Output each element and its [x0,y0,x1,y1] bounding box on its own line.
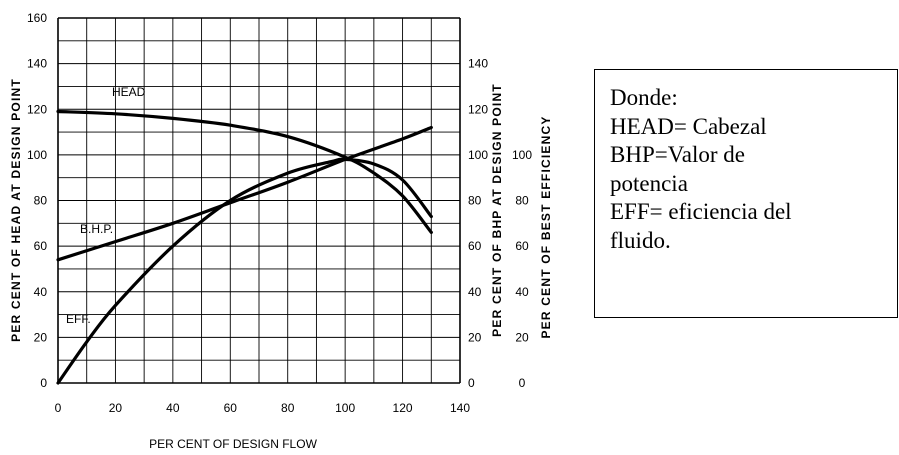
x-tick-label: 60 [224,401,238,415]
y-tick-label-right-bhp: 140 [468,57,488,71]
y-tick-label-right-bhp: 40 [468,285,482,299]
x-tick-label: 0 [55,401,62,415]
y-tick-label-left: 20 [34,330,48,344]
y-tick-label-right-bhp: 120 [468,102,488,116]
x-tick-label: 100 [335,401,355,415]
y-tick-label-left: 80 [34,194,48,208]
y-tick-label-left: 160 [27,11,47,25]
x-tick-label: 20 [109,401,123,415]
chart-grid [57,17,461,384]
y-tick-label-left: 0 [40,376,47,390]
series-label-head: HEAD [112,85,146,99]
x-tick-label: 120 [393,401,413,415]
eff-curve [56,157,433,385]
y-axis-label-left: PER CENT OF HEAD AT DESIGN POINT [9,78,23,342]
y-tick-label-right-efficiency: 100 [512,148,532,162]
y-tick-label-left: 60 [34,239,48,253]
chart-ticks: 0 20 40 60 80 100 120 140 0 20 40 60 80 100 120 140 160 0… [27,11,532,415]
note-eff-definition: EFF= eficiencia del [610,199,792,224]
x-tick-label: 140 [450,401,470,415]
legend-note-box: Donde: HEAD= Cabezal BHP=Valor de potenc… [594,69,898,318]
bhp-curve [56,125,433,262]
y-tick-label-right-efficiency: 20 [515,330,529,344]
series-label-bhp: B.H.P. [80,222,113,236]
note-bhp-definition: BHP=Valor de [610,142,745,167]
y-axis-label-right-bhp: PER CENT OF BHP AT DESIGN POINT [490,83,504,337]
y-tick-label-right-bhp: 100 [468,148,488,162]
y-tick-label-left: 140 [27,57,47,71]
y-tick-label-right-efficiency: 60 [515,239,529,253]
note-bhp-definition-cont: potencia [610,170,688,196]
y-tick-label-left: 40 [34,285,48,299]
note-heading: Donde: [610,85,678,110]
x-tick-label: 80 [281,401,295,415]
note-head-definition: HEAD= Cabezal [610,113,767,139]
chart-series [56,109,433,385]
x-tick-label: 40 [166,401,180,415]
y-tick-label-right-efficiency: 40 [515,285,529,299]
y-tick-label-right-bhp: 60 [468,239,482,253]
y-tick-label-right-bhp: 0 [468,376,475,390]
y-tick-label-left: 120 [27,102,47,116]
y-tick-label-left: 100 [27,148,47,162]
y-tick-label-right-bhp: 80 [468,194,482,208]
y-tick-label-right-bhp: 20 [468,330,482,344]
y-tick-label-right-efficiency: 80 [515,194,529,208]
y-axis-label-right-efficiency: PER CENT OF BEST EFFICIENCY [539,115,553,338]
head-curve [56,109,433,234]
x-axis-label: PER CENT OF DESIGN FLOW [149,437,317,451]
note-eff-definition-cont: fluido. [610,227,671,253]
y-tick-label-right-efficiency: 0 [519,376,526,390]
series-label-eff: EFF. [66,312,91,326]
